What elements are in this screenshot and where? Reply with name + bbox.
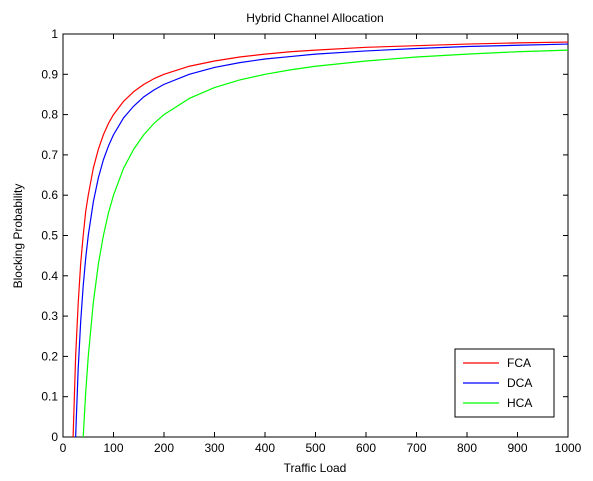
- y-axis-label: Blocking Probability: [11, 184, 25, 289]
- y-tick-label: 0: [51, 430, 58, 444]
- x-tick-label: 1000: [555, 441, 582, 455]
- y-tick-label: 0.1: [41, 390, 58, 404]
- series-line-dca: [75, 43, 569, 438]
- series-line-fca: [72, 41, 569, 438]
- legend-label-hca: HCA: [507, 396, 532, 410]
- x-tick-label: 700: [406, 441, 426, 455]
- x-tick-label: 200: [154, 441, 174, 455]
- axis-ticks: 0 100 200 300 400 500 600 700 800 900 1000 0 0.1 0.2 0…: [41, 27, 581, 455]
- y-tick-label: 0.7: [41, 148, 58, 162]
- x-tick-label: 100: [103, 441, 123, 455]
- y-tick-label: 0.5: [41, 229, 58, 243]
- x-tick-label: 300: [204, 441, 224, 455]
- x-tick-label: 900: [507, 441, 527, 455]
- x-tick-label: 400: [255, 441, 275, 455]
- legend: FCA DCA HCA: [454, 348, 555, 418]
- y-tick-label: 0.9: [41, 67, 58, 81]
- x-tick-label: 500: [305, 441, 325, 455]
- legend-label-dca: DCA: [507, 376, 532, 390]
- legend-label-fca: FCA: [507, 356, 531, 370]
- series-lines: [72, 41, 569, 438]
- y-tick-label: 0.3: [41, 309, 58, 323]
- chart-title: Hybrid Channel Allocation: [246, 11, 383, 25]
- x-tick-label: 0: [60, 441, 67, 455]
- series-line-hca: [82, 49, 569, 438]
- x-axis-label: Traffic Load: [284, 461, 347, 475]
- y-tick-label: 0.2: [41, 349, 58, 363]
- y-tick-label: 0.4: [41, 269, 58, 283]
- x-tick-label: 800: [457, 441, 477, 455]
- y-tick-label: 0.6: [41, 188, 58, 202]
- y-tick-label: 0.8: [41, 108, 58, 122]
- x-tick-label: 600: [356, 441, 376, 455]
- y-tick-label: 1: [51, 27, 58, 41]
